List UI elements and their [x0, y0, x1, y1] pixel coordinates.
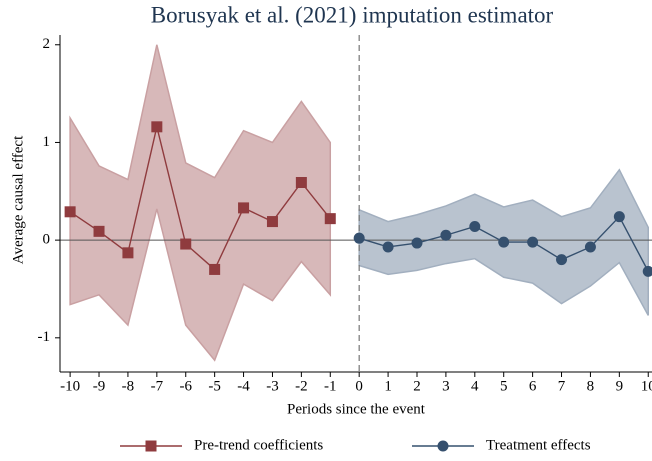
point — [151, 121, 163, 133]
x-tick-label: 0 — [355, 378, 363, 394]
x-tick-label: -9 — [93, 378, 106, 394]
x-tick-label: -3 — [266, 378, 279, 394]
point — [353, 232, 365, 244]
point — [469, 220, 481, 232]
point — [411, 237, 423, 249]
x-tick-label: -5 — [208, 378, 221, 394]
x-tick-label: 1 — [384, 378, 392, 394]
x-tick-label: 7 — [558, 378, 566, 394]
point — [64, 206, 76, 218]
x-tick-label: -1 — [324, 378, 337, 394]
x-tick-label: -6 — [179, 378, 192, 394]
point — [527, 236, 539, 248]
point — [556, 254, 568, 266]
point — [266, 216, 278, 228]
point — [613, 211, 625, 223]
point — [93, 225, 105, 237]
x-tick-label: 4 — [471, 378, 479, 394]
y-tick-label: -1 — [38, 329, 51, 345]
legend-marker — [145, 440, 157, 452]
point — [238, 202, 250, 214]
point — [324, 213, 336, 225]
legend-label: Pre-trend coefficients — [194, 437, 323, 453]
x-axis-label: Periods since the event — [287, 401, 426, 417]
y-tick-label: 0 — [43, 232, 51, 248]
x-tick-label: -2 — [295, 378, 308, 394]
x-tick-label: -7 — [151, 378, 164, 394]
x-tick-label: 2 — [413, 378, 421, 394]
series-line — [69, 126, 331, 271]
legend-label: Treatment effects — [486, 437, 591, 453]
y-tick-label: 2 — [43, 36, 51, 52]
point — [209, 263, 221, 275]
chart-title: Borusyak et al. (2021) imputation estima… — [151, 2, 554, 27]
point — [498, 236, 510, 248]
x-tick-label: -8 — [122, 378, 135, 394]
x-tick-label: 6 — [529, 378, 537, 394]
x-tick-label: -10 — [60, 378, 80, 394]
point — [122, 247, 134, 259]
x-tick-label: -4 — [237, 378, 250, 394]
x-tick-label: 5 — [500, 378, 508, 394]
point — [180, 238, 192, 250]
x-tick-label: 8 — [587, 378, 595, 394]
confidence-band — [69, 44, 332, 362]
point — [584, 241, 596, 253]
point — [642, 265, 652, 277]
point — [295, 176, 307, 188]
x-tick-label: 10 — [641, 378, 652, 394]
legend-marker — [437, 440, 449, 452]
point — [440, 229, 452, 241]
y-axis-label: Average causal effect — [10, 135, 26, 264]
point — [382, 241, 394, 253]
y-tick-label: 1 — [43, 134, 51, 150]
x-tick-label: 9 — [616, 378, 624, 394]
x-tick-label: 3 — [442, 378, 450, 394]
